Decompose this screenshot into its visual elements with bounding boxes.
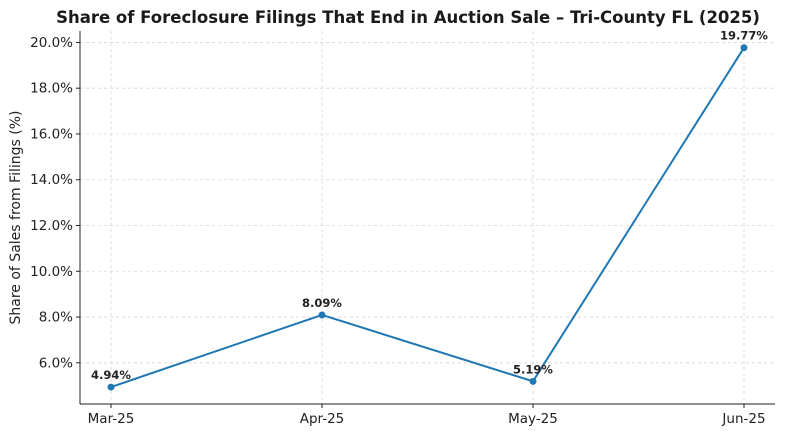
data-point	[740, 44, 748, 52]
data-label: 5.19%	[513, 362, 553, 376]
series-line	[110, 47, 745, 389]
y-tick-label: 8.0%	[39, 310, 73, 326]
series-layer	[107, 44, 748, 391]
y-axis-label: Share of Sales from Filings (%)	[8, 111, 24, 325]
y-tick-label: 10.0%	[30, 264, 73, 280]
y-tick-label: 14.0%	[30, 172, 73, 188]
data-point	[318, 311, 326, 319]
y-tick-label: 18.0%	[30, 81, 73, 97]
data-label: 8.09%	[302, 296, 342, 310]
data-point	[529, 377, 537, 385]
y-ticks: 6.0% 8.0% 10.0% 12.0% 14.0% 16.0% 18.0% 20.0%	[30, 35, 80, 371]
data-label: 19.77%	[720, 29, 768, 43]
x-tick-label: Jun-25	[721, 411, 765, 427]
y-tick-label: 12.0%	[30, 218, 73, 234]
axes-layer	[79, 31, 775, 405]
data-label: 4.94%	[91, 368, 131, 382]
grid-layer	[80, 31, 775, 404]
data-labels: 4.94% 8.09% 5.19% 19.77%	[91, 29, 768, 382]
chart-title: Share of Foreclosure Filings That End in…	[56, 8, 760, 27]
x-tick-label: Mar-25	[88, 411, 135, 427]
y-tick-label: 6.0%	[39, 355, 73, 371]
x-tick-label: May-25	[508, 411, 558, 427]
data-point	[107, 383, 115, 391]
x-tick-label: Apr-25	[300, 411, 345, 427]
y-tick-label: 20.0%	[30, 35, 73, 51]
y-tick-label: 16.0%	[30, 126, 73, 142]
x-ticks: Mar-25 Apr-25 May-25 Jun-25	[88, 404, 766, 427]
